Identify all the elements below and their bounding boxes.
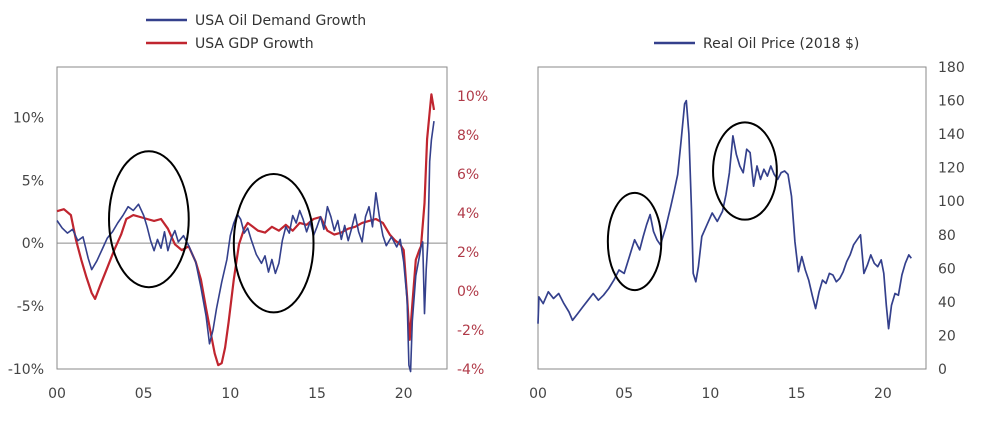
x-tick-label: 10 [221,386,239,402]
chart-real-oil-price: Real Oil Price (2018 $) 00 05 10 15 20 0 20 40 6… [529,36,965,402]
y-right-tick-label: 0% [457,284,479,300]
y-right-tick-label: 4% [457,206,479,222]
y-right-tick-label: 120 [938,161,965,177]
y-right-tick-label: 140 [938,127,965,143]
y-left-tick-label: 0% [22,236,44,252]
x-tick-label: 15 [788,386,806,402]
y-right-tick-label: -4% [457,362,484,378]
y-right-tick-label: 100 [938,194,965,210]
y-right-tick-label: 80 [938,228,956,244]
y-right-tick-label: 60 [938,261,956,277]
y-right-tick-label: 160 [938,94,965,110]
x-tick-label: 20 [874,386,892,402]
x-tick-label: 15 [308,386,326,402]
highlight-circle [606,191,663,292]
x-tick-label: 10 [702,386,720,402]
y-right-tick-label: 8% [457,128,479,144]
y-left-tick-label: 10% [13,110,44,126]
series-line-oil-price [537,99,912,330]
plot-frame [537,66,927,370]
y-left-tick-label: -5% [17,299,44,315]
highlight-circle [232,172,315,314]
x-tick-label: 00 [48,386,66,402]
legend: Real Oil Price (2018 $) [654,36,859,52]
highlight-circle [712,121,778,221]
y-right-tick-label: 2% [457,245,479,261]
x-tick-label: 05 [615,386,633,402]
y-left-tick-label: 5% [22,173,44,189]
chart-oil-demand-vs-gdp: USA Oil Demand Growth USA GDP Growth 00 0… [8,13,488,402]
y-right-tick-label: 180 [938,60,965,76]
y-right-tick-label: 0 [938,362,947,378]
x-tick-label: 05 [135,386,153,402]
y-left-tick-label: -10% [8,362,44,378]
legend-label-oil-demand: USA Oil Demand Growth [195,13,366,29]
plot-frame [56,66,448,370]
legend-label-oil-price: Real Oil Price (2018 $) [703,36,859,52]
y-right-tick-label: 40 [938,295,956,311]
y-right-tick-label: 20 [938,328,956,344]
x-tick-label: 00 [529,386,547,402]
legend-label-gdp: USA GDP Growth [195,36,314,52]
y-right-tick-label: 6% [457,167,479,183]
x-tick-label: 20 [395,386,413,402]
legend: USA Oil Demand Growth USA GDP Growth [146,13,366,52]
highlight-circle [108,150,190,289]
y-right-tick-label: -2% [457,323,484,339]
series-line-oil-demand [56,120,435,373]
y-right-tick-label: 10% [457,89,488,105]
